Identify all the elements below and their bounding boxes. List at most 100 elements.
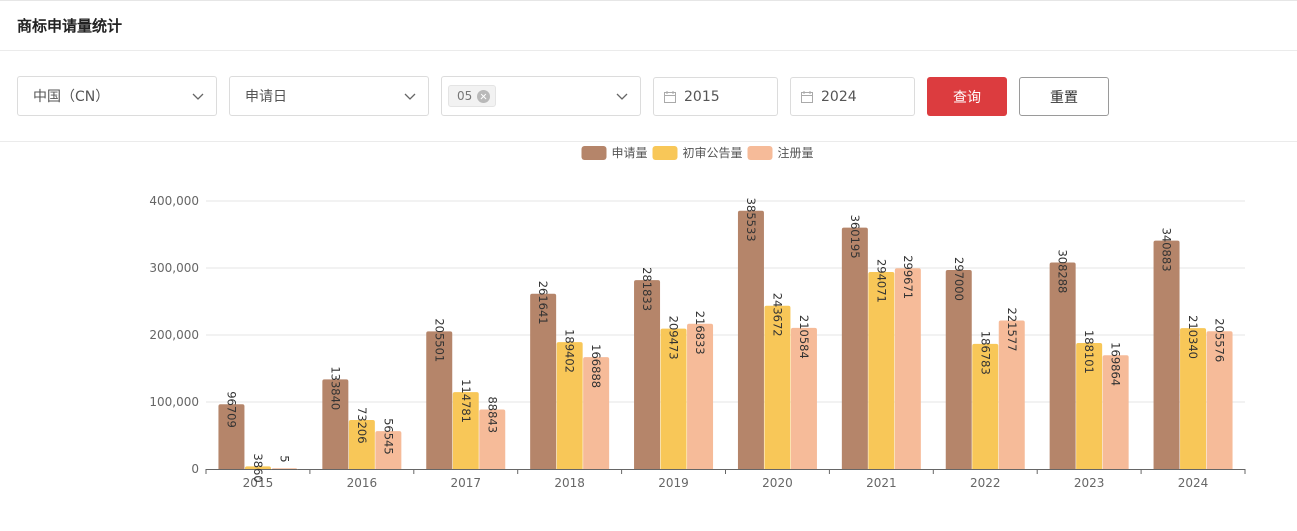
legend-label: 注册量 [778, 145, 814, 160]
data-label: 96709 [224, 391, 238, 428]
data-label: 297000 [952, 257, 966, 301]
bar [1102, 355, 1129, 469]
data-label: 133840 [328, 366, 342, 410]
bar [583, 357, 610, 469]
date-type-select[interactable]: 申请日 [229, 76, 429, 116]
data-label: 216833 [693, 311, 707, 355]
page-title: 商标申请量统计 [17, 17, 123, 35]
data-label: 221577 [1005, 308, 1019, 352]
y-tick-label: 200,000 [149, 328, 199, 342]
data-label: 281833 [640, 267, 654, 311]
filter-divider [0, 141, 1297, 142]
legend-swatch [581, 146, 607, 160]
legend-label: 申请量 [612, 146, 648, 160]
bar [1206, 331, 1233, 469]
reset-button[interactable]: 重置 [1019, 77, 1109, 116]
bar [218, 404, 245, 469]
bar [998, 320, 1025, 469]
y-tick-label: 100,000 [149, 395, 199, 409]
data-label: 3860 [251, 453, 265, 482]
x-tick-label: 2024 [1178, 476, 1209, 490]
data-label: 340883 [1160, 228, 1174, 272]
bar [244, 466, 271, 469]
calendar-icon [664, 90, 676, 103]
chart-area: 0 100,000 200,000 300,000 400,000 2015 96709 38… [0, 141, 1297, 531]
data-label: 73206 [355, 407, 369, 444]
legend-swatch [747, 146, 773, 160]
end-year-picker[interactable]: 2024 [790, 77, 915, 116]
class-tag: 05 [448, 85, 497, 107]
bar [348, 419, 375, 469]
bar-chart: 0 100,000 200,000 300,000 400,000 2015 96709 38… [149, 145, 1246, 490]
bar [1153, 240, 1180, 469]
data-label: 205501 [432, 318, 446, 362]
bar [479, 409, 506, 469]
data-label: 210584 [797, 315, 811, 359]
bar [1076, 342, 1103, 469]
bar [945, 270, 972, 469]
top-border [0, 0, 1297, 1]
bar [894, 268, 921, 469]
bar [737, 210, 764, 470]
chevron-down-icon [616, 90, 628, 102]
class-multiselect-tags: 05 [448, 85, 616, 107]
bar [452, 392, 479, 469]
x-tick-label: 2017 [450, 476, 481, 490]
bar [1049, 262, 1076, 469]
class-multiselect[interactable]: 05 [441, 76, 641, 116]
country-select-value: 中国（CN） [33, 89, 110, 105]
data-label: 210340 [1186, 315, 1200, 359]
bar [556, 342, 583, 469]
x-tick-label: 2015 [243, 476, 274, 490]
data-label: 308288 [1056, 249, 1070, 293]
chevron-down-icon [404, 90, 416, 102]
x-tick-label: 2021 [866, 476, 897, 490]
bar [687, 323, 714, 469]
date-type-select-value: 申请日 [245, 89, 287, 105]
bar [868, 271, 895, 469]
x-tick-label: 2016 [347, 476, 378, 490]
query-button[interactable]: 查询 [927, 77, 1007, 116]
y-tick-label: 300,000 [149, 261, 199, 275]
end-year-value: 2024 [821, 88, 857, 105]
x-tick-label: 2020 [762, 476, 793, 490]
start-year-value: 2015 [684, 88, 720, 105]
close-icon[interactable] [477, 89, 491, 103]
data-label: 299671 [901, 255, 915, 299]
data-label: 360195 [848, 215, 862, 259]
start-year-picker[interactable]: 2015 [653, 77, 778, 116]
bar [530, 293, 557, 469]
legend-label: 初审公告量 [683, 145, 743, 160]
bar [426, 331, 453, 469]
bar [1180, 328, 1207, 469]
data-label: 186783 [978, 331, 992, 375]
data-label: 169864 [1109, 342, 1123, 386]
y-tick-label: 400,000 [149, 194, 199, 208]
class-tag-label: 05 [457, 89, 473, 103]
data-label: 294071 [874, 259, 888, 303]
bar [322, 379, 349, 469]
data-label: 209473 [667, 316, 681, 360]
calendar-icon [801, 90, 813, 103]
bar [841, 227, 868, 469]
data-label: 385533 [744, 198, 758, 242]
x-tick-label: 2019 [658, 476, 689, 490]
data-label: 188101 [1082, 330, 1096, 374]
data-label: 166888 [589, 344, 603, 388]
data-label: 114781 [459, 379, 473, 423]
legend-swatch [652, 146, 678, 160]
x-tick-label: 2023 [1074, 476, 1105, 490]
bar [375, 431, 402, 469]
x-tick-label: 2022 [970, 476, 1001, 490]
country-select[interactable]: 中国（CN） [17, 76, 217, 116]
data-label: 205576 [1213, 318, 1227, 362]
x-tick-label: 2018 [554, 476, 585, 490]
data-label: 88843 [485, 396, 499, 433]
bar [790, 327, 817, 469]
chevron-down-icon [192, 90, 204, 102]
bar [634, 280, 661, 469]
header-divider [0, 50, 1297, 51]
data-label: 243672 [770, 293, 784, 337]
data-label: 189402 [563, 329, 577, 373]
